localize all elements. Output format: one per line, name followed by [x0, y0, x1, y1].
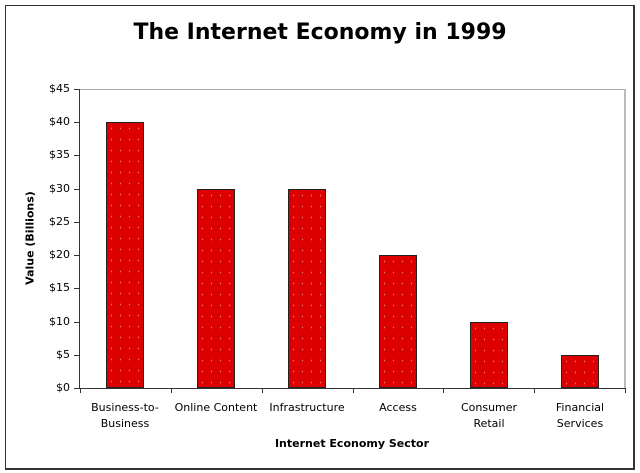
y-axis-title: Value (Billions) [23, 191, 37, 285]
x-tick-label: Business-to- Business [91, 401, 159, 430]
y-tick-label: $35 [49, 148, 70, 161]
y-tick [74, 288, 80, 289]
y-tick [74, 155, 80, 156]
y-tick [74, 322, 80, 323]
plot-area [80, 89, 626, 389]
y-tick-label: $15 [49, 281, 70, 294]
y-tick-label: $0 [56, 381, 70, 394]
y-tick-label: $45 [49, 82, 70, 95]
x-tick-label: Access [379, 401, 417, 414]
x-tick [353, 388, 354, 393]
bar [379, 255, 417, 388]
x-tick-label: Consumer Retail [460, 401, 518, 430]
y-tick [74, 89, 80, 90]
y-tick [74, 355, 80, 356]
x-tick-label: Financial Services [555, 401, 605, 430]
y-axis [79, 89, 80, 389]
bar [197, 189, 235, 388]
y-tick-label: $25 [49, 215, 70, 228]
y-tick [74, 189, 80, 190]
y-tick [74, 255, 80, 256]
bar [106, 122, 144, 388]
x-tick [443, 388, 444, 393]
bar [470, 322, 508, 388]
y-tick-label: $5 [56, 348, 70, 361]
y-tick [74, 122, 80, 123]
y-tick-label: $40 [49, 115, 70, 128]
y-tick [74, 388, 80, 389]
y-tick [74, 222, 80, 223]
bar [288, 189, 326, 388]
x-tick [262, 388, 263, 393]
x-tick-label: Online Content [174, 401, 258, 414]
x-tick [80, 388, 81, 393]
bar [561, 355, 599, 388]
x-tick [171, 388, 172, 393]
x-tick [534, 388, 535, 393]
y-tick-label: $30 [49, 182, 70, 195]
x-tick [625, 388, 626, 393]
chart-title: The Internet Economy in 1999 [133, 20, 507, 45]
x-axis [76, 388, 625, 389]
y-tick-label: $20 [49, 248, 70, 261]
y-tick-label: $10 [49, 315, 70, 328]
x-tick-label: Infrastructure [269, 401, 345, 414]
x-axis-title: Internet Economy Sector [274, 437, 430, 450]
